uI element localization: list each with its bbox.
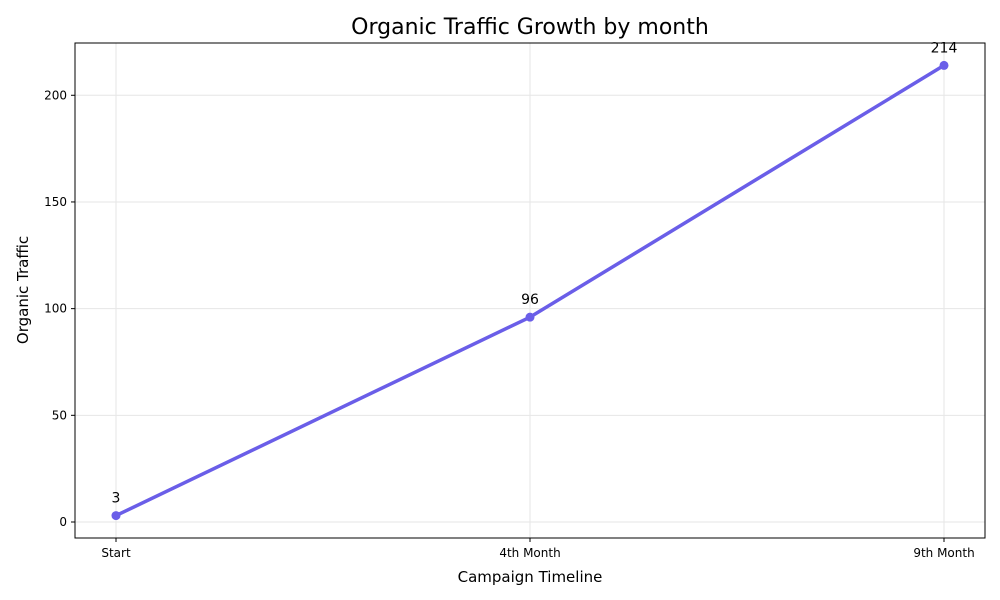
data-label: 3 <box>112 491 121 507</box>
chart-title: Organic Traffic Growth by month <box>351 15 709 40</box>
data-label-layer: 3 96 214 <box>112 40 958 506</box>
plot-frame <box>74 42 986 539</box>
x-tick-label: 9th Month <box>913 546 974 560</box>
y-tick-label: 150 <box>44 195 67 209</box>
data-label: 214 <box>931 40 958 56</box>
x-tick-label: 4th Month <box>499 546 560 560</box>
data-point <box>525 312 535 322</box>
x-tick-label: Start <box>101 546 131 560</box>
y-tick-label: 50 <box>52 408 67 422</box>
grid-layer <box>75 43 985 538</box>
y-tick-label: 0 <box>59 515 67 529</box>
data-point <box>111 511 121 521</box>
tick-layer: Start 4th Month 9th Month 0 50 100 150 200 <box>44 88 975 560</box>
series-layer <box>111 60 949 521</box>
data-point <box>939 60 949 70</box>
data-label: 96 <box>521 292 539 308</box>
y-tick-label: 200 <box>44 88 67 102</box>
x-axis-label: Campaign Timeline <box>458 568 603 586</box>
y-tick-label: 100 <box>44 302 67 316</box>
y-axis-label: Organic Traffic <box>14 236 32 344</box>
